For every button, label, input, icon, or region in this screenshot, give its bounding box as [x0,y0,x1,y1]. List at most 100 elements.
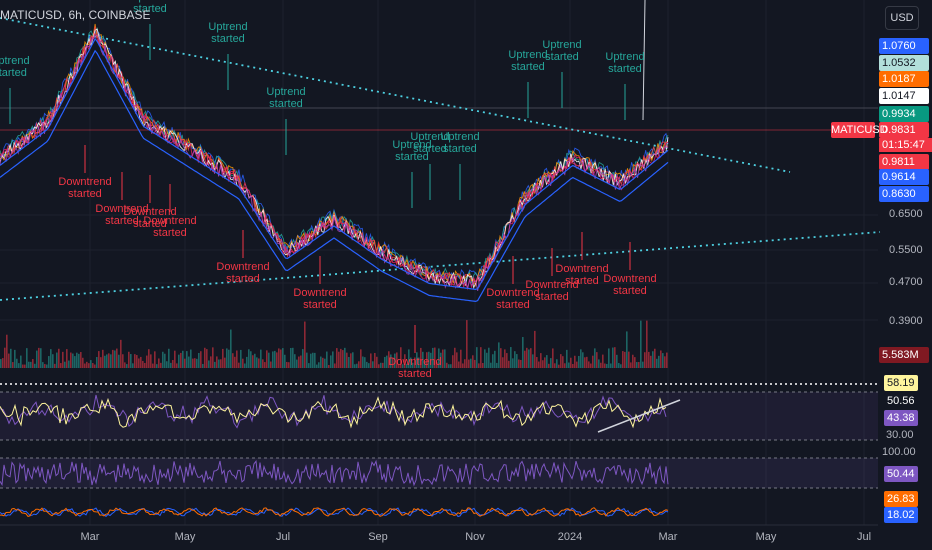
volume-bar [636,362,638,368]
volume-bar [550,358,552,368]
volume-bar [542,360,544,368]
volume-bar [320,356,322,368]
volume-bar [546,355,548,368]
volume-bar [306,352,308,368]
volume-bar [172,360,174,368]
volume-bar [182,350,184,368]
descending-trendline [0,17,791,173]
volume-bar [586,356,588,368]
volume-bar [154,351,156,368]
price-badge: 0.9614 [879,169,929,185]
volume-bar [116,348,118,368]
volume-bar [554,363,556,368]
volume-bar [396,352,398,368]
volume-bar [458,361,460,368]
volume-bar [530,348,532,368]
downtrend-label: started [68,188,102,200]
volume-bar [142,360,144,368]
volume-badge: 5.583M [879,347,929,363]
volume-bar [118,354,120,368]
volume-bar [364,357,366,368]
volume-bar [428,351,430,368]
volume-bar [646,320,648,368]
uptrend-label: started [443,143,477,155]
volume-bar [96,357,98,368]
uptrend-label: started [0,67,27,79]
volume-bar [462,363,464,368]
volume-bar [226,348,228,368]
volume-bar [38,347,40,368]
volume-bar [430,352,432,368]
volume-bar [150,354,152,368]
symbol-tag: MATICUSD [831,122,888,138]
moving-average-line [0,49,669,303]
volume-bar [524,350,526,368]
volume-bar [616,354,618,368]
volume-bar [102,349,104,368]
volume-bar [540,353,542,368]
volume-bar [2,358,4,368]
uptrend-label: Uptrend [208,21,247,33]
rsi-badge-mid: 50.56 [884,393,918,409]
volume-bar [416,352,418,368]
volume-bar [366,361,368,368]
downtrend-label: Downtrend [603,273,656,285]
volume-bar [374,352,376,368]
volume-bar [494,350,496,368]
volume-bar [198,352,200,368]
volume-bar [482,362,484,368]
price-tick-3: 0.3900 [889,315,923,327]
volume-bar [246,356,248,368]
volume-bar [506,353,508,368]
volume-bar [192,358,194,368]
volume-bar [276,352,278,368]
volume-bar [556,359,558,368]
time-label: Nov [465,531,485,543]
uptrend-label: started [133,3,167,15]
currency-button[interactable]: USD [885,6,919,30]
volume-bar [664,356,666,368]
volume-bar [580,349,582,368]
volume-bar [52,354,54,368]
downtrend-label: started [303,299,337,311]
volume-bar [476,347,478,368]
volume-bar [24,364,26,368]
price-series [0,23,669,303]
downtrend-label: started [535,291,569,303]
volume-bar [262,359,264,368]
volume-bar [352,352,354,368]
volume-bar [74,356,76,368]
volume-bar [58,348,60,368]
volume-bar [426,352,428,368]
volume-bar [632,354,634,368]
volume-bar [242,358,244,368]
time-label: 2024 [558,531,582,543]
price-badge: 1.0187 [879,71,929,87]
volume-bar [16,358,18,368]
volume-bar [602,354,604,368]
volume-bar [104,355,106,368]
price-tick-0: 0.6500 [889,208,923,220]
volume-bar [216,356,218,368]
volume-bars [0,320,668,368]
volume-bar [598,359,600,368]
volume-bar [648,351,650,368]
volume-bar [82,357,84,368]
volume-bar [504,349,506,368]
volume-bar [62,351,64,368]
volume-bar [558,364,560,368]
price-badge-last: 0.9831 [879,122,929,138]
volume-bar [128,351,130,368]
osc-tick-100: 100.00 [882,446,916,458]
downtrend-label: Downtrend [525,279,578,291]
volume-bar [166,361,168,368]
downtrend-label: started [613,285,647,297]
bottom-osc-line [0,507,669,517]
volume-bar [300,355,302,368]
volume-bar [434,347,436,368]
volume-bar [218,359,220,368]
volume-bar [10,348,12,368]
volume-bar [360,349,362,368]
volume-bar [46,364,48,368]
